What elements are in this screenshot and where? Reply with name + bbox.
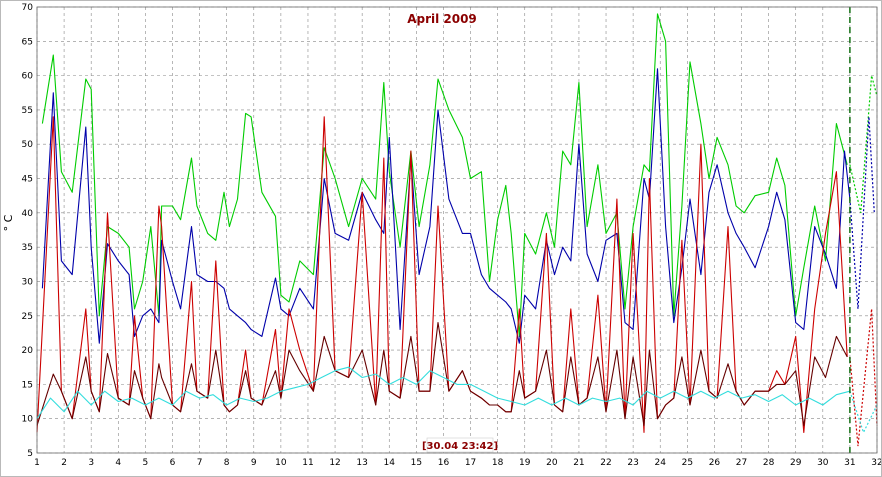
x-tick-label: 19 xyxy=(519,458,531,468)
x-tick-label: 28 xyxy=(763,458,775,468)
timestamp-box xyxy=(426,437,494,453)
x-tick-label: 9 xyxy=(251,458,257,468)
y-tick-label: 15 xyxy=(22,380,33,390)
axes: 1 2 3 4 5 6 7 8 9 10 11 12 13 14 15 16 17 18 19 20 21 22 23 24 2… xyxy=(22,3,881,468)
forecast-line-3 xyxy=(849,308,878,447)
x-tick-label: 1 xyxy=(34,458,40,468)
y-tick-label: 70 xyxy=(22,3,34,13)
forecast-line-1 xyxy=(849,75,878,213)
x-tick-label: 27 xyxy=(736,458,747,468)
x-tick-label: 7 xyxy=(197,458,203,468)
x-tick-label: 23 xyxy=(627,458,638,468)
x-tick-label: 16 xyxy=(438,458,450,468)
series-line-3 xyxy=(36,116,848,433)
x-tick-label: 11 xyxy=(302,458,313,468)
x-tick-label: 20 xyxy=(546,458,558,468)
x-tick-label: 5 xyxy=(143,458,149,468)
x-tick-label: 22 xyxy=(600,458,611,468)
y-tick-label: 55 xyxy=(22,106,33,116)
y-tick-label: 65 xyxy=(22,37,33,47)
x-tick-label: 25 xyxy=(682,458,693,468)
x-tick-label: 21 xyxy=(573,458,584,468)
y-tick-label: 10 xyxy=(22,415,34,425)
x-tick-label: 10 xyxy=(275,458,287,468)
series-line-2 xyxy=(41,68,851,344)
x-tick-label: 31 xyxy=(844,458,855,468)
y-tick-label: 30 xyxy=(22,277,34,287)
y-tick-label: 35 xyxy=(22,243,33,253)
x-tick-label: 17 xyxy=(465,458,476,468)
x-tick-label: 13 xyxy=(356,458,367,468)
x-tick-label: 18 xyxy=(492,458,504,468)
y-axis-label: ° C xyxy=(2,214,15,231)
timestamp-text: [30.04 23:42] xyxy=(422,441,498,452)
y-tick-label: 20 xyxy=(22,346,34,356)
plot-frame xyxy=(36,6,878,454)
y-tick-label: 5 xyxy=(27,449,33,459)
x-tick-label: 12 xyxy=(329,458,340,468)
x-tick-label: 30 xyxy=(817,458,829,468)
x-tick-label: 32 xyxy=(871,458,881,468)
x-tick-label: 29 xyxy=(790,458,802,468)
x-tick-label: 2 xyxy=(61,458,67,468)
x-tick-label: 15 xyxy=(411,458,422,468)
timestamp-label: [30.04 23:42] xyxy=(422,437,498,453)
grid xyxy=(36,6,878,454)
x-tick-label: 14 xyxy=(384,458,396,468)
x-tick-label: 6 xyxy=(170,458,176,468)
x-tick-label: 3 xyxy=(88,458,94,468)
x-tick-label: 8 xyxy=(224,458,230,468)
y-tick-label: 40 xyxy=(22,209,34,219)
y-tick-label: 60 xyxy=(22,72,34,82)
series-line-5 xyxy=(36,366,851,420)
series-line-4 xyxy=(36,322,848,427)
series-line-1 xyxy=(41,13,848,337)
x-tick-label: 26 xyxy=(709,458,721,468)
y-tick-label: 25 xyxy=(22,312,33,322)
x-tick-label: 24 xyxy=(654,458,666,468)
chart-title: April 2009 xyxy=(407,12,477,26)
y-tick-label: 50 xyxy=(22,140,34,150)
series-lines xyxy=(36,7,878,453)
y-tick-label: 45 xyxy=(22,175,33,185)
x-tick-label: 4 xyxy=(115,458,121,468)
